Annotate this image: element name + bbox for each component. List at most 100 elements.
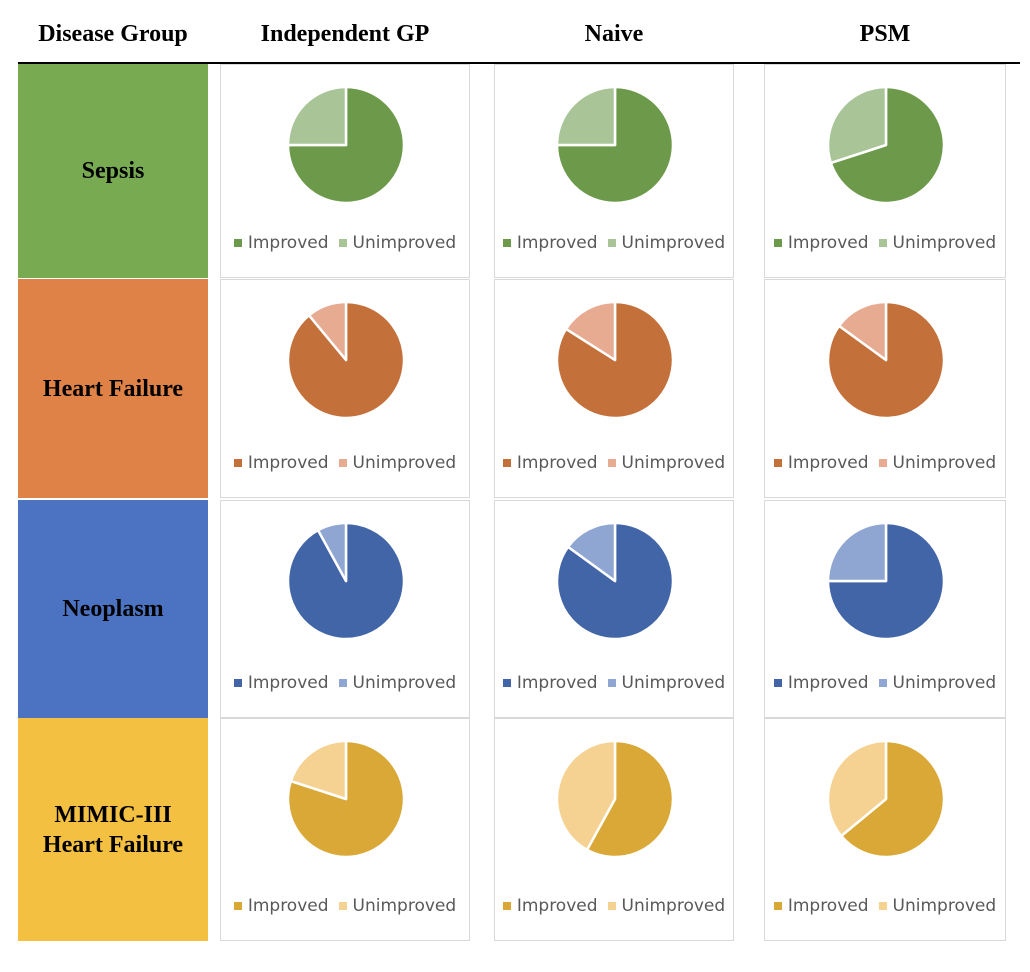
pie-legend: Improved Unimproved — [221, 453, 469, 473]
legend-item-improved: Improved — [233, 233, 329, 253]
pie-chart — [555, 300, 675, 420]
row-label-mimic-iii-heart-failure: MIMIC-III Heart Failure — [18, 718, 208, 941]
legend-swatch-improved — [773, 679, 782, 687]
legend-item-unimproved: Unimproved — [878, 673, 997, 693]
legend-item-improved: Improved — [233, 453, 329, 473]
slice-improved — [555, 85, 675, 205]
legend-swatch-unimproved — [878, 459, 887, 467]
pie-cell-mimic-iii-heart-failure-independent-gp: Improved Unimproved — [220, 718, 470, 941]
pie-chart — [826, 521, 946, 641]
slice-improved — [829, 85, 946, 205]
pie-cell-sepsis-naive: Improved Unimproved — [494, 64, 734, 278]
legend-label-improved: Improved — [787, 896, 869, 916]
legend-item-unimproved: Unimproved — [878, 453, 997, 473]
pie-chart — [286, 739, 406, 859]
legend-swatch-unimproved — [607, 459, 616, 467]
legend-swatch-improved — [502, 239, 511, 247]
pie-legend: Improved Unimproved — [221, 896, 469, 916]
legend-label-unimproved: Unimproved — [621, 673, 726, 693]
pie-legend: Improved Unimproved — [495, 673, 733, 693]
pie-chart — [286, 521, 406, 641]
slice-unimproved — [826, 85, 888, 165]
slice-improved — [585, 739, 675, 859]
legend-swatch-improved — [233, 239, 242, 247]
pie-chart — [826, 300, 946, 420]
slice-unimproved — [289, 739, 348, 801]
legend-item-improved: Improved — [502, 673, 598, 693]
slice-unimproved — [826, 739, 888, 838]
pie-cell-neoplasm-psm: Improved Unimproved — [764, 500, 1006, 718]
legend-label-unimproved: Unimproved — [352, 896, 457, 916]
legend-swatch-unimproved — [338, 239, 347, 247]
legend-swatch-unimproved — [338, 902, 347, 910]
header-naive: Naive — [584, 21, 644, 47]
row-label-heart-failure: Heart Failure — [18, 279, 208, 498]
header-independent-gp: Independent GP — [260, 21, 430, 47]
slice-unimproved — [307, 300, 348, 362]
legend-label-improved: Improved — [247, 233, 329, 253]
legend-label-improved: Improved — [787, 673, 869, 693]
pie-chart — [555, 521, 675, 641]
pie-chart — [555, 739, 675, 859]
legend-swatch-improved — [773, 459, 782, 467]
legend-label-unimproved: Unimproved — [892, 673, 997, 693]
legend-item-unimproved: Unimproved — [338, 233, 456, 253]
legend-label-unimproved: Unimproved — [621, 453, 726, 473]
slice-improved — [826, 521, 946, 641]
row-label-neoplasm: Neoplasm — [18, 500, 208, 718]
pie-cell-heart-failure-naive: Improved Unimproved — [494, 279, 734, 498]
legend-swatch-unimproved — [607, 239, 616, 247]
legend-swatch-improved — [233, 902, 242, 910]
slice-improved — [286, 85, 406, 205]
legend-item-unimproved: Unimproved — [338, 896, 457, 916]
legend-item-unimproved: Unimproved — [607, 896, 725, 916]
pie-legend: Improved Unimproved — [221, 673, 469, 693]
pie-cell-neoplasm-independent-gp: Improved Unimproved — [220, 500, 470, 718]
pie-legend: Improved Unimproved — [221, 233, 469, 253]
slice-improved — [840, 739, 946, 859]
legend-item-improved: Improved — [502, 453, 598, 473]
legend-swatch-unimproved — [338, 459, 347, 467]
legend-label-improved: Improved — [516, 673, 598, 693]
legend-item-unimproved: Unimproved — [338, 673, 456, 693]
legend-item-improved: Improved — [773, 673, 869, 693]
pie-legend: Improved Unimproved — [765, 233, 1005, 253]
legend-label-improved: Improved — [787, 233, 869, 253]
legend-swatch-improved — [502, 459, 511, 467]
pie-cell-sepsis-independent-gp: Improved Unimproved — [220, 64, 470, 278]
legend-label-unimproved: Unimproved — [892, 453, 997, 473]
legend-label-unimproved: Unimproved — [892, 233, 997, 253]
pie-legend: Improved Unimproved — [765, 896, 1005, 916]
legend-swatch-improved — [233, 459, 242, 467]
legend-swatch-improved — [773, 239, 782, 247]
slice-unimproved — [555, 739, 617, 852]
slice-unimproved — [564, 300, 617, 362]
row-label-sepsis: Sepsis — [18, 64, 208, 278]
header-disease-group: Disease Group — [38, 21, 188, 47]
header-rule — [18, 62, 1020, 64]
pie-legend: Improved Unimproved — [765, 453, 1005, 473]
slice-unimproved — [316, 521, 348, 583]
pie-chart — [826, 85, 946, 205]
legend-item-unimproved: Unimproved — [607, 453, 726, 473]
slice-unimproved — [555, 85, 617, 147]
legend-swatch-unimproved — [878, 902, 887, 910]
legend-item-unimproved: Unimproved — [878, 233, 997, 253]
pie-legend: Improved Unimproved — [495, 233, 733, 253]
legend-label-improved: Improved — [516, 896, 598, 916]
legend-item-improved: Improved — [502, 233, 598, 253]
legend-swatch-unimproved — [607, 902, 616, 910]
pie-cell-sepsis-psm: Improved Unimproved — [764, 64, 1006, 278]
legend-item-unimproved: Unimproved — [878, 896, 996, 916]
pie-cell-neoplasm-naive: Improved Unimproved — [494, 500, 734, 718]
legend-swatch-unimproved — [878, 679, 887, 687]
legend-item-unimproved: Unimproved — [607, 673, 726, 693]
slice-unimproved — [826, 521, 888, 583]
pie-cell-mimic-iii-heart-failure-psm: Improved Unimproved — [764, 718, 1006, 941]
legend-item-unimproved: Unimproved — [338, 453, 456, 473]
legend-label-improved: Improved — [247, 673, 329, 693]
legend-item-improved: Improved — [502, 896, 598, 916]
legend-item-improved: Improved — [773, 233, 869, 253]
slice-improved — [286, 739, 406, 859]
pie-cell-heart-failure-independent-gp: Improved Unimproved — [220, 279, 470, 498]
